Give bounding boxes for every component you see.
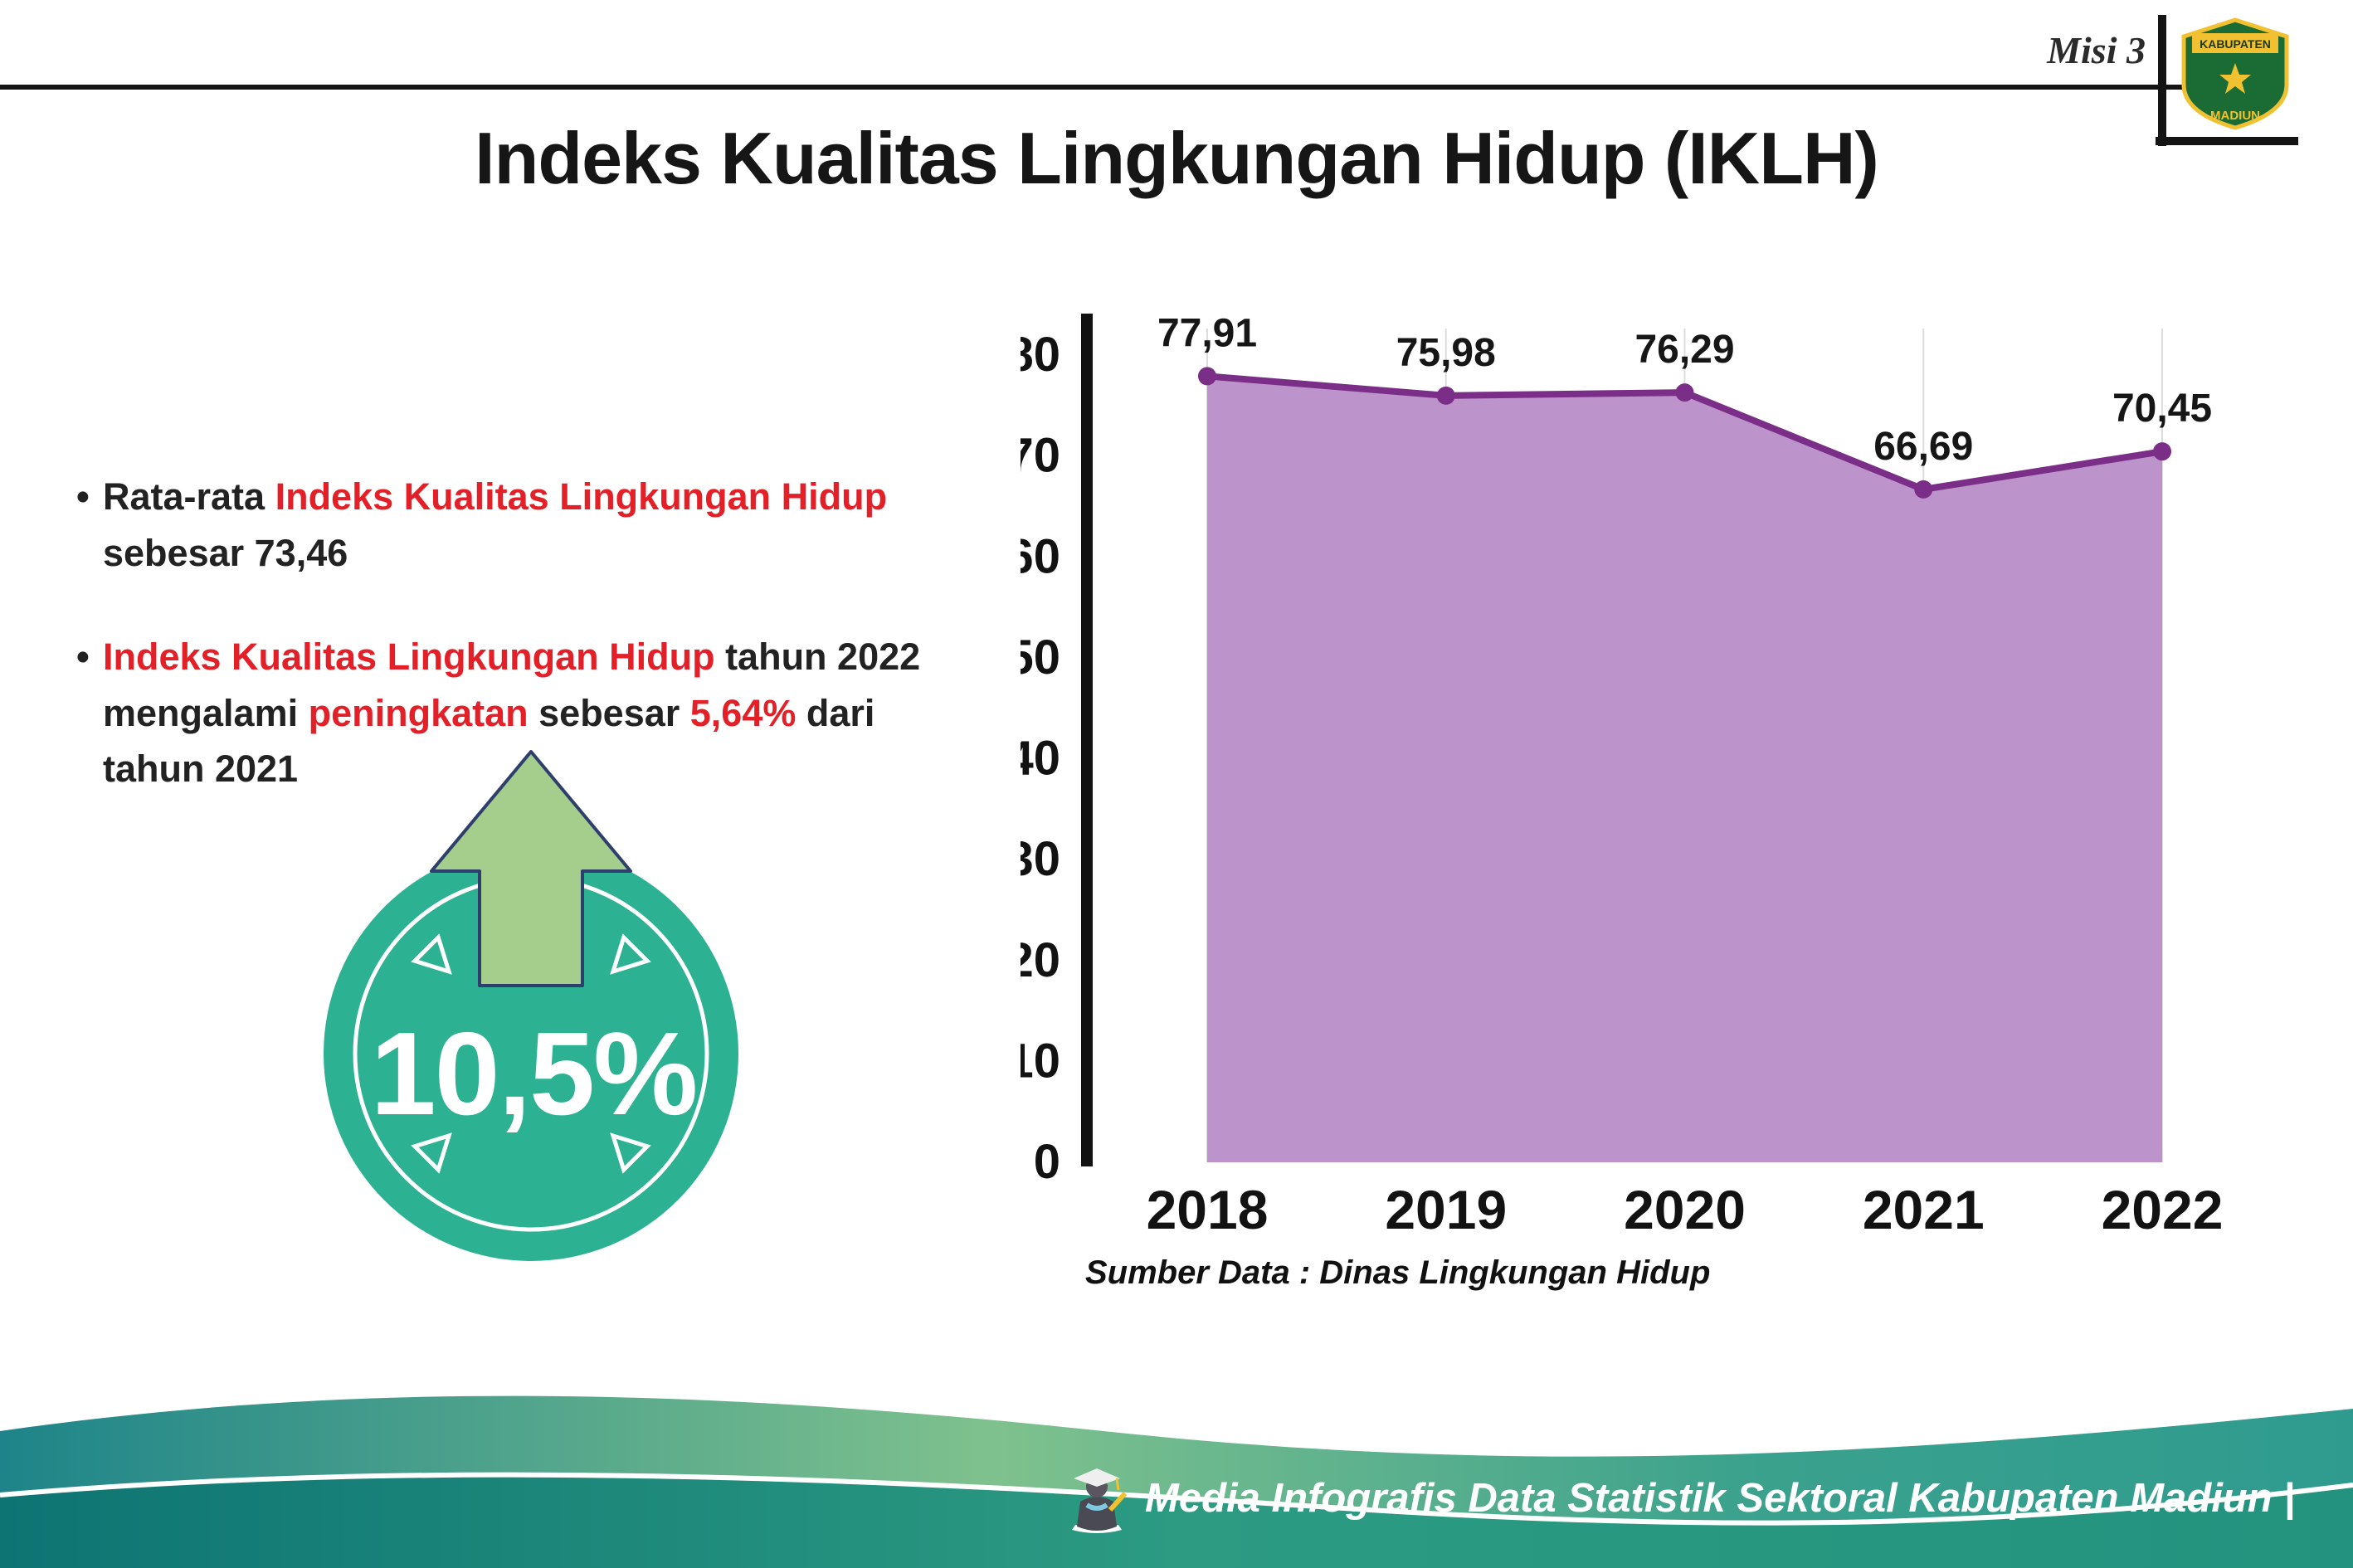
y-tick-label: 60: [1021, 529, 1060, 583]
wave-separator-line: [0, 1472, 2353, 1526]
wave-band-dark: [0, 1474, 2353, 1568]
bullet2-highlight3: 5,64%: [689, 691, 797, 734]
badge-ring-marks: [411, 933, 651, 1174]
value-label: 75,98: [1396, 331, 1496, 375]
increase-percentage-badge: 10,5%: [322, 745, 745, 1268]
y-tick-label: 20: [1021, 933, 1060, 987]
y-tick-label: 10: [1021, 1034, 1060, 1088]
y-axis: [1081, 314, 1093, 1166]
bullet1-highlight: Indeks Kualitas Lingkungan Hidup: [275, 475, 888, 518]
y-tick-label: 30: [1021, 832, 1060, 886]
up-arrow-icon: [430, 750, 632, 987]
bullet-dot: •: [76, 475, 90, 518]
y-tick-label: 0: [1034, 1135, 1060, 1189]
y-tick-label: 80: [1021, 328, 1060, 382]
logo-bottom-text: MADIUN: [2210, 109, 2260, 123]
x-tick-label: 2022: [2102, 1179, 2224, 1240]
bullet1-line2: sebesar 73,46: [103, 531, 348, 574]
bullet2-text2: mengalami: [103, 691, 309, 734]
bullet1-text: Rata-rata: [103, 475, 275, 518]
value-label: 77,91: [1157, 311, 1257, 355]
footer-caption: Media Infografis Data Statistik Sektoral…: [1064, 1460, 2295, 1536]
top-divider-line: [0, 85, 2200, 90]
y-tick-label: 40: [1021, 732, 1060, 786]
kabupaten-madiun-logo: KABUPATEN MADIUN: [2156, 15, 2302, 154]
data-point: [1675, 383, 1694, 402]
badge-value: 10,5%: [370, 1008, 699, 1140]
data-point: [1914, 480, 1933, 499]
logo-emblem-icon: KABUPATEN MADIUN: [2156, 15, 2298, 146]
logo-top-text: KABUPATEN: [2200, 37, 2271, 51]
badge-graphic: [324, 750, 738, 1261]
summary-bullets: • Rata-rata Indeks Kualitas Lingkungan Hi…: [76, 469, 997, 797]
value-label: 70,45: [2112, 387, 2212, 431]
x-tick-label: 2018: [1147, 1179, 1269, 1240]
bullet-dot: •: [76, 635, 90, 678]
bullet2-text1: tahun 2022: [714, 635, 921, 678]
bullet2-line3: tahun 2021: [103, 747, 299, 790]
footer-wave-decoration: [0, 1395, 2353, 1568]
mascot-icon: [1072, 1468, 1128, 1533]
value-label: 76,29: [1634, 328, 1734, 372]
bullet2-highlight2: peningkatan: [308, 691, 529, 734]
page-title: Indeks Kualitas Lingkungan Hidup (IKLH): [475, 117, 1879, 199]
area-fill: [1207, 376, 2162, 1162]
iklh-chart-area: 0 10 20 30 40 50 60 70 80 77,91 75,98 76,29 66,69 70,…: [1006, 297, 2290, 1301]
bullet2-text3: sebesar: [528, 691, 690, 734]
value-label: 66,69: [1873, 425, 1973, 469]
iklh-area-chart: 0 10 20 30 40 50 60 70 80 77,91 75,98 76,29 66,69 70,…: [1006, 311, 2224, 1240]
x-tick-label: 2021: [1863, 1179, 1985, 1240]
bullet-increase-iklh: • Indeks Kualitas Lingkungan Hidup tahun …: [76, 629, 997, 797]
x-tick-label: 2019: [1385, 1179, 1507, 1240]
footer-caption-text: Media Infografis Data Statistik Sektoral…: [1145, 1476, 2295, 1521]
data-point: [1436, 386, 1455, 405]
bullet2-highlight1: Indeks Kualitas Lingkungan Hidup: [103, 635, 715, 678]
misi-label: Misi 3: [2047, 29, 2146, 71]
x-tick-label: 2020: [1624, 1179, 1746, 1240]
bullet-average-iklh: • Rata-rata Indeks Kualitas Lingkungan Hi…: [76, 469, 997, 581]
data-source-caption: Sumber Data : Dinas Lingkungan Hidup: [1085, 1254, 1711, 1291]
data-point: [1198, 367, 1216, 386]
y-tick-label: 70: [1021, 429, 1060, 483]
bullet2-text4: dari: [796, 691, 875, 734]
y-tick-label: 50: [1021, 631, 1060, 684]
data-point: [2153, 442, 2171, 461]
